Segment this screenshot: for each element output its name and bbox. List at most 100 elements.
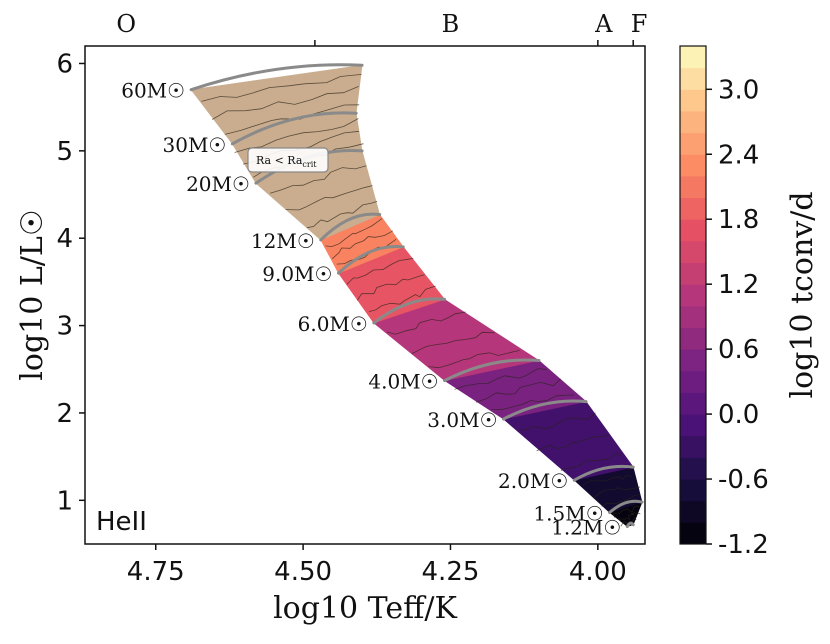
- plot-frame: [84, 45, 646, 545]
- contour-line: [211, 86, 359, 120]
- colorbar-title: log10 tconv/d: [785, 191, 820, 398]
- contour-line: [325, 218, 383, 248]
- contour-line: [617, 512, 641, 522]
- colorbar-tick-label: 0.6: [718, 335, 759, 365]
- mass-label-3: 3.0M☉: [427, 408, 497, 432]
- contour-line: [560, 452, 622, 471]
- mass-label-60: 60M☉: [121, 79, 185, 103]
- evolution-tracks: [189, 63, 644, 529]
- colorbar-segment: [680, 175, 706, 199]
- colorbar-tick-label: 1.2: [718, 270, 759, 300]
- track-9: [336, 244, 405, 275]
- contour-line: [285, 185, 373, 211]
- y-tick-label: 6: [56, 49, 73, 79]
- colorbar-segment: [680, 327, 706, 350]
- mass-label-1.5: 1.5M☉: [533, 502, 603, 526]
- mass-label-1.2: 1.2M☉: [551, 516, 621, 540]
- colorbar-segment: [680, 305, 706, 328]
- x-tick-label: 4.50: [274, 557, 332, 587]
- spectral-type-F: F: [631, 10, 648, 38]
- ra-annotation-text: Ra < Racrit: [256, 154, 317, 169]
- y-axis-ticks: 1 2 3 4 5 6: [56, 49, 85, 516]
- colorbar-segment: [680, 67, 706, 90]
- colorbar-ticks: -1.2 -0.6 0.0 0.6 1.2 1.8 2.4 3.0: [706, 75, 769, 560]
- ra-annotation-sub: crit: [302, 160, 317, 169]
- spectral-type-A: A: [594, 10, 613, 38]
- colorbar-segment: [680, 154, 706, 177]
- ra-annotation-box: [247, 147, 329, 173]
- colorbar-frame: [679, 45, 707, 545]
- track-12: [319, 212, 382, 242]
- colorbar-segment: [680, 370, 706, 393]
- mass-label-4: 4.0M☉: [368, 370, 438, 394]
- colorbar-segment: [680, 500, 706, 523]
- convective-timescale-heatmap: [190, 64, 643, 527]
- x-axis-ticks: 4.75 4.50 4.25 4.00: [127, 544, 627, 587]
- mass-label-12: 12M☉: [251, 229, 315, 253]
- contour-line: [475, 378, 561, 403]
- y-tick-label: 2: [56, 399, 73, 429]
- y-tick-label: 4: [56, 224, 73, 254]
- colorbar-segment: [680, 435, 706, 458]
- colorbar-segment: [680, 479, 706, 502]
- mass-label-9: 9.0M☉: [262, 262, 332, 286]
- colorbar-segment: [680, 46, 706, 69]
- spectral-type-O: O: [116, 10, 136, 38]
- contour-line: [454, 368, 547, 390]
- colorbar-segment: [680, 89, 706, 112]
- contour-line: [368, 285, 436, 312]
- track-2: [572, 464, 635, 482]
- track-3: [502, 399, 588, 421]
- colorbar-tick-label: 1.8: [718, 205, 759, 235]
- contour-line: [491, 394, 575, 410]
- track-60: [189, 63, 364, 92]
- track-30: [230, 111, 358, 146]
- colorbar-segment: [680, 132, 706, 155]
- panel-label: HeII: [96, 507, 147, 537]
- track-6: [372, 297, 447, 325]
- colorbar-tick-label: -0.6: [718, 465, 769, 495]
- colorbar-segment: [680, 414, 706, 437]
- track-1.5: [608, 499, 644, 515]
- mass-label-6: 6.0M☉: [298, 312, 368, 336]
- contour-line: [428, 350, 520, 369]
- colorbar-tick-label: 3.0: [718, 75, 759, 105]
- y-tick-label: 3: [56, 312, 73, 342]
- contour-line: [593, 486, 640, 499]
- x-axis-title: log10 Teff/K: [273, 591, 457, 626]
- colorbar: [680, 46, 706, 545]
- y-tick-label: 1: [56, 486, 73, 516]
- colorbar-segment: [680, 522, 706, 545]
- colorbar-tick-label: 0.0: [718, 400, 759, 430]
- contour-line: [386, 311, 466, 335]
- track-mass-labels: 60M☉ 30M☉ 20M☉ 12M☉ 9.0M☉ 6.0M☉ 4.0M☉ 3.0M☉ 2.0M…: [121, 79, 621, 540]
- colorbar-segment: [680, 457, 706, 480]
- contour-line: [346, 258, 414, 285]
- track-1.2: [625, 521, 635, 529]
- x-tick-label: 4.00: [569, 557, 627, 587]
- colorbar-tick-label: -1.2: [718, 530, 769, 560]
- x-tick-label: 4.25: [422, 557, 480, 587]
- colorbar-segment: [680, 219, 706, 242]
- contour-line: [411, 331, 495, 354]
- contour-line: [601, 494, 640, 507]
- contour-line: [356, 274, 425, 301]
- contour-line: [269, 165, 367, 194]
- ra-annotation-main: Ra < Ra: [256, 154, 303, 167]
- mass-label-30: 30M☉: [163, 133, 227, 157]
- colorbar-segment: [680, 392, 706, 415]
- spectral-type-B: B: [442, 10, 460, 38]
- mass-label-2: 2.0M☉: [498, 469, 568, 493]
- y-tick-label: 5: [56, 137, 73, 167]
- track-4: [443, 358, 541, 383]
- mass-label-20: 20M☉: [186, 172, 250, 196]
- x-tick-label: 4.75: [127, 557, 185, 587]
- contour-line: [306, 201, 378, 229]
- colorbar-segment: [680, 110, 706, 134]
- contour-line: [536, 434, 609, 452]
- colorbar-segment: [680, 197, 706, 220]
- contour-line: [612, 505, 640, 518]
- colorbar-segment: [680, 262, 706, 285]
